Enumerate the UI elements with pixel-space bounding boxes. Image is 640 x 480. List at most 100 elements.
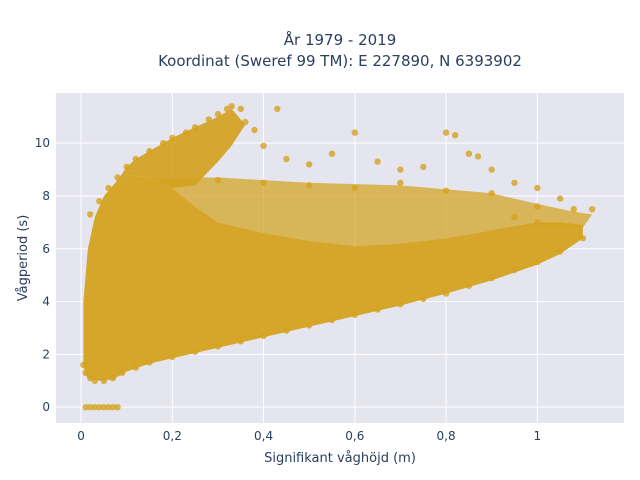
data-point	[80, 361, 87, 369]
data-point	[588, 206, 596, 213]
data-point	[146, 359, 153, 366]
data-point	[283, 155, 290, 163]
data-point	[274, 105, 281, 113]
data-point	[260, 179, 267, 186]
data-point	[132, 155, 139, 163]
data-point	[465, 150, 473, 157]
x-tick-label: 0	[77, 429, 85, 443]
data-point	[351, 311, 358, 318]
data-point	[442, 187, 450, 194]
data-point	[146, 147, 153, 155]
data-point	[96, 404, 103, 411]
data-point	[452, 132, 459, 139]
data-point	[105, 184, 112, 192]
data-point	[260, 332, 267, 340]
y-tick-label: 10	[35, 136, 50, 150]
data-point	[82, 404, 89, 411]
data-point	[534, 219, 541, 226]
data-point	[87, 404, 94, 411]
data-point	[328, 150, 336, 157]
data-point	[474, 153, 482, 160]
data-point	[160, 140, 167, 147]
data-point	[397, 166, 404, 173]
data-point	[534, 184, 541, 192]
data-point	[306, 161, 313, 168]
data-point	[328, 316, 336, 324]
y-axis-ticks: 0 2 4 6 8 10	[35, 136, 50, 414]
data-point	[237, 338, 244, 345]
data-point	[442, 129, 450, 136]
data-point	[306, 322, 313, 329]
data-point	[420, 295, 427, 303]
x-axis-ticks: 0 0,2 0,4 0,6 0,8 1	[77, 429, 541, 443]
data-point	[306, 182, 313, 189]
data-point	[191, 348, 199, 355]
data-point	[511, 266, 518, 274]
data-point	[237, 105, 244, 113]
x-tick-label: 1	[533, 429, 541, 443]
x-tick-label: 0,6	[345, 429, 364, 443]
data-point	[579, 235, 587, 242]
data-point	[351, 184, 358, 192]
data-point	[442, 290, 450, 297]
y-tick-label: 0	[42, 400, 50, 414]
data-point	[91, 404, 99, 411]
data-point	[132, 364, 139, 371]
y-tick-label: 6	[42, 242, 50, 256]
data-point	[251, 126, 258, 134]
data-point	[465, 282, 473, 289]
chart-title-line-1: År 1979 - 2019	[284, 30, 397, 49]
data-point	[397, 179, 404, 186]
data-point	[511, 179, 518, 186]
data-point	[119, 369, 126, 376]
data-point	[100, 377, 108, 384]
data-point	[109, 374, 117, 382]
x-axis-title: Signifikant våghöjd (m)	[264, 451, 416, 466]
data-point	[283, 327, 290, 334]
data-point	[556, 195, 564, 202]
data-point	[114, 404, 121, 411]
y-tick-label: 4	[42, 295, 50, 309]
data-point	[114, 174, 121, 181]
y-axis-title: Vågperiod (s)	[16, 215, 31, 302]
data-point	[214, 176, 222, 184]
data-point	[123, 163, 130, 171]
data-point	[182, 129, 190, 136]
data-point	[556, 248, 564, 255]
data-point	[260, 142, 267, 149]
x-tick-label: 0,2	[163, 429, 182, 443]
data-point	[242, 118, 249, 126]
y-tick-label: 8	[42, 189, 50, 203]
data-point	[96, 198, 103, 205]
data-point	[82, 369, 89, 376]
data-point	[374, 306, 381, 313]
data-point	[397, 301, 404, 308]
x-tick-label: 0,4	[254, 429, 273, 443]
data-point	[488, 166, 495, 173]
data-point	[87, 211, 94, 218]
chart-title-line-2: Koordinat (Sweref 99 TM): E 227890, N 63…	[158, 52, 522, 70]
data-point	[100, 404, 108, 411]
data-points	[80, 103, 596, 411]
data-point	[169, 353, 176, 361]
data-point	[374, 158, 381, 165]
data-point	[511, 213, 518, 221]
data-point	[214, 343, 222, 350]
data-point	[534, 203, 541, 210]
data-point	[570, 206, 577, 213]
data-point	[228, 103, 235, 110]
data-point	[351, 129, 358, 136]
dense-cloud-core	[83, 174, 583, 381]
data-point	[205, 116, 212, 123]
data-point	[488, 190, 495, 197]
data-point	[488, 274, 495, 281]
data-point	[91, 377, 99, 384]
data-point	[169, 134, 176, 142]
data-point	[191, 124, 199, 131]
data-point	[105, 404, 112, 411]
y-tick-label: 2	[42, 347, 50, 361]
x-tick-label: 0,8	[437, 429, 456, 443]
dense-cloud-upper-fan	[117, 108, 246, 188]
